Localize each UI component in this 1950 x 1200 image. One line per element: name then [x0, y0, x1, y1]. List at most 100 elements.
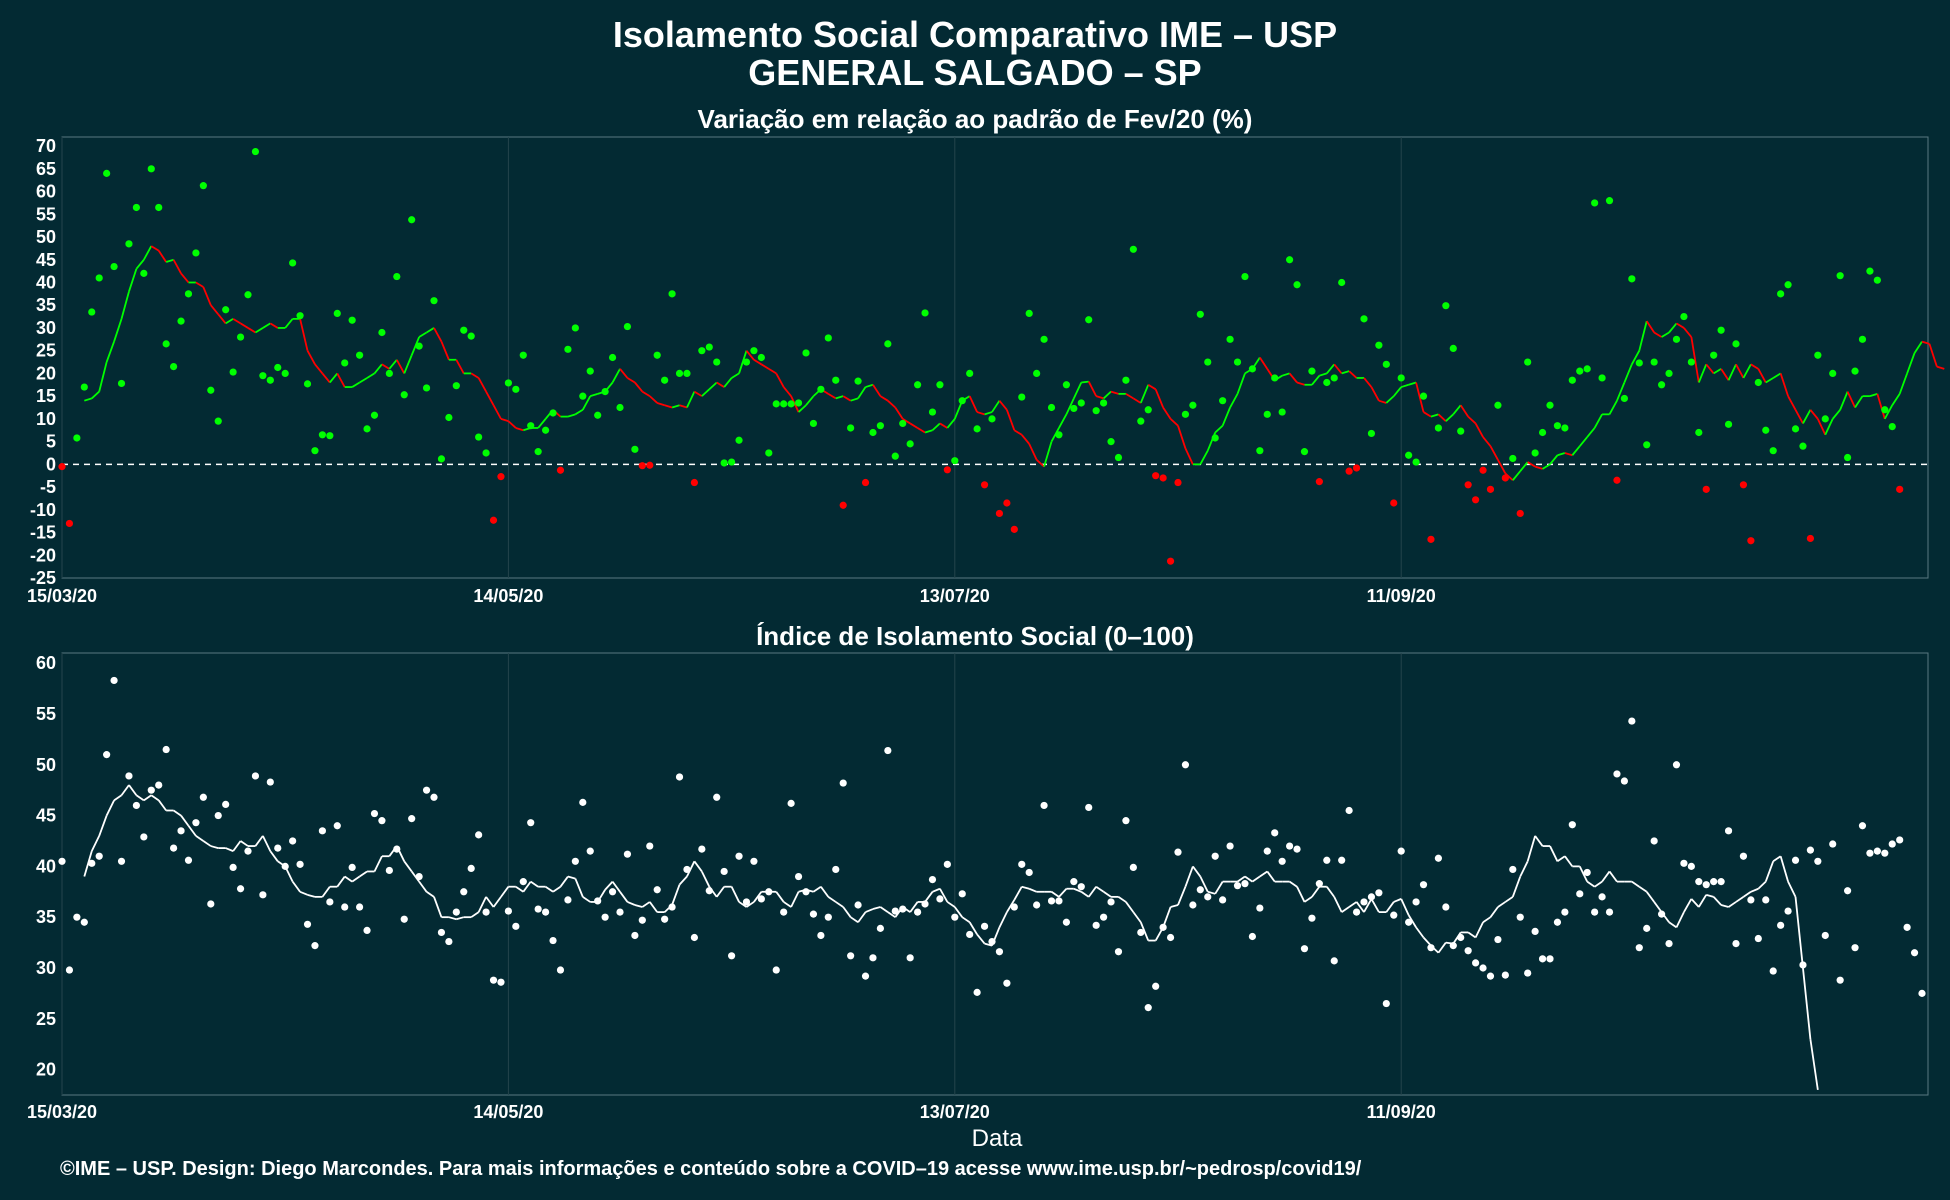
- data-point: [638, 916, 646, 924]
- moving-average-segment: [195, 835, 204, 842]
- data-point: [95, 852, 103, 860]
- moving-average-segment: [195, 281, 204, 288]
- data-point: [608, 353, 617, 362]
- data-point: [1591, 199, 1599, 207]
- moving-average-segment: [1921, 340, 1930, 345]
- moving-average-segment: [1333, 363, 1343, 374]
- data-point: [1375, 341, 1383, 349]
- data-point: [1405, 918, 1413, 926]
- moving-average-segment: [1750, 887, 1759, 893]
- moving-average-segment: [314, 363, 324, 374]
- data-point: [415, 342, 423, 350]
- panel-2-frame: [61, 652, 1929, 1096]
- moving-average-segment: [1519, 461, 1529, 472]
- moving-average-segment: [477, 896, 487, 913]
- data-point: [1122, 817, 1130, 825]
- moving-average-segment: [775, 372, 785, 388]
- moving-average-segment: [1385, 901, 1395, 913]
- data-point: [1613, 476, 1621, 484]
- data-point: [1546, 401, 1554, 409]
- moving-average-segment: [1675, 911, 1685, 928]
- data-point: [653, 886, 661, 894]
- data-point: [661, 915, 669, 923]
- data-point: [1717, 326, 1725, 334]
- y-tick-label: 20: [36, 1060, 56, 1080]
- data-point: [519, 878, 527, 886]
- moving-average-segment: [1690, 898, 1700, 908]
- moving-average-segment: [671, 404, 680, 409]
- moving-average-segment: [1259, 357, 1269, 370]
- data-point: [103, 751, 111, 759]
- moving-average-segment: [1489, 906, 1499, 918]
- data-point: [1286, 256, 1294, 264]
- data-point: [1918, 989, 1926, 997]
- data-point: [251, 147, 260, 156]
- data-point: [296, 860, 304, 868]
- data-point: [475, 433, 483, 441]
- data-point: [571, 857, 579, 865]
- moving-average-segment: [1809, 409, 1819, 420]
- data-point: [408, 216, 416, 224]
- moving-average-segment: [1333, 896, 1343, 913]
- data-point: [1152, 472, 1160, 480]
- moving-average-segment: [656, 402, 665, 407]
- data-point: [1390, 911, 1398, 919]
- moving-average-segment: [83, 850, 93, 877]
- data-point: [1047, 897, 1056, 905]
- moving-average-segment: [1303, 896, 1313, 903]
- data-point: [326, 432, 334, 440]
- moving-average-segment: [976, 933, 986, 945]
- data-point: [1211, 852, 1219, 860]
- data-point: [1449, 942, 1457, 950]
- moving-average-segment: [1319, 372, 1328, 377]
- data-point: [303, 380, 312, 388]
- data-point: [995, 948, 1004, 956]
- moving-average-segment: [1564, 452, 1573, 457]
- data-point: [1204, 893, 1212, 901]
- moving-average-segment: [850, 397, 859, 402]
- moving-average-segment: [1936, 365, 1945, 370]
- moving-average-segment: [1393, 898, 1402, 903]
- data-point: [936, 895, 944, 903]
- moving-average-segment: [1735, 363, 1745, 379]
- data-point: [296, 312, 304, 320]
- moving-average-segment: [1772, 372, 1782, 379]
- data-point: [1338, 856, 1346, 864]
- moving-average-segment: [1586, 880, 1596, 888]
- data-point: [311, 447, 319, 455]
- data-point: [437, 928, 446, 937]
- moving-average-segment: [879, 906, 889, 913]
- moving-average-segment: [879, 395, 889, 402]
- data-point: [1367, 429, 1376, 438]
- moving-average-segment: [634, 904, 643, 908]
- moving-average-segment: [782, 386, 792, 397]
- data-point: [608, 888, 617, 896]
- data-point: [742, 898, 751, 906]
- moving-average-segment: [1341, 370, 1350, 375]
- data-point: [489, 976, 498, 984]
- moving-average-segment: [157, 250, 167, 263]
- data-point: [259, 891, 267, 899]
- data-point: [891, 907, 899, 915]
- data-point: [631, 445, 639, 453]
- y-tick-label: 60: [36, 653, 56, 673]
- moving-average-segment: [872, 906, 881, 910]
- moving-average-segment: [753, 891, 763, 903]
- moving-average-segment: [1214, 425, 1224, 434]
- data-point: [1278, 857, 1286, 865]
- data-point: [430, 297, 438, 305]
- moving-average-segment: [1608, 870, 1618, 883]
- moving-average-segment: [359, 870, 368, 878]
- y-tick-label: 55: [36, 704, 56, 724]
- moving-average-segment: [1214, 881, 1224, 895]
- data-point: [378, 328, 386, 337]
- moving-average-segment: [98, 815, 108, 837]
- data-point: [1702, 485, 1710, 493]
- data-point: [385, 369, 393, 378]
- data-point: [832, 376, 840, 384]
- data-point: [289, 837, 297, 845]
- data-point: [1092, 921, 1100, 929]
- data-point: [586, 367, 594, 375]
- moving-average-segment: [1534, 835, 1544, 847]
- data-point: [534, 905, 542, 913]
